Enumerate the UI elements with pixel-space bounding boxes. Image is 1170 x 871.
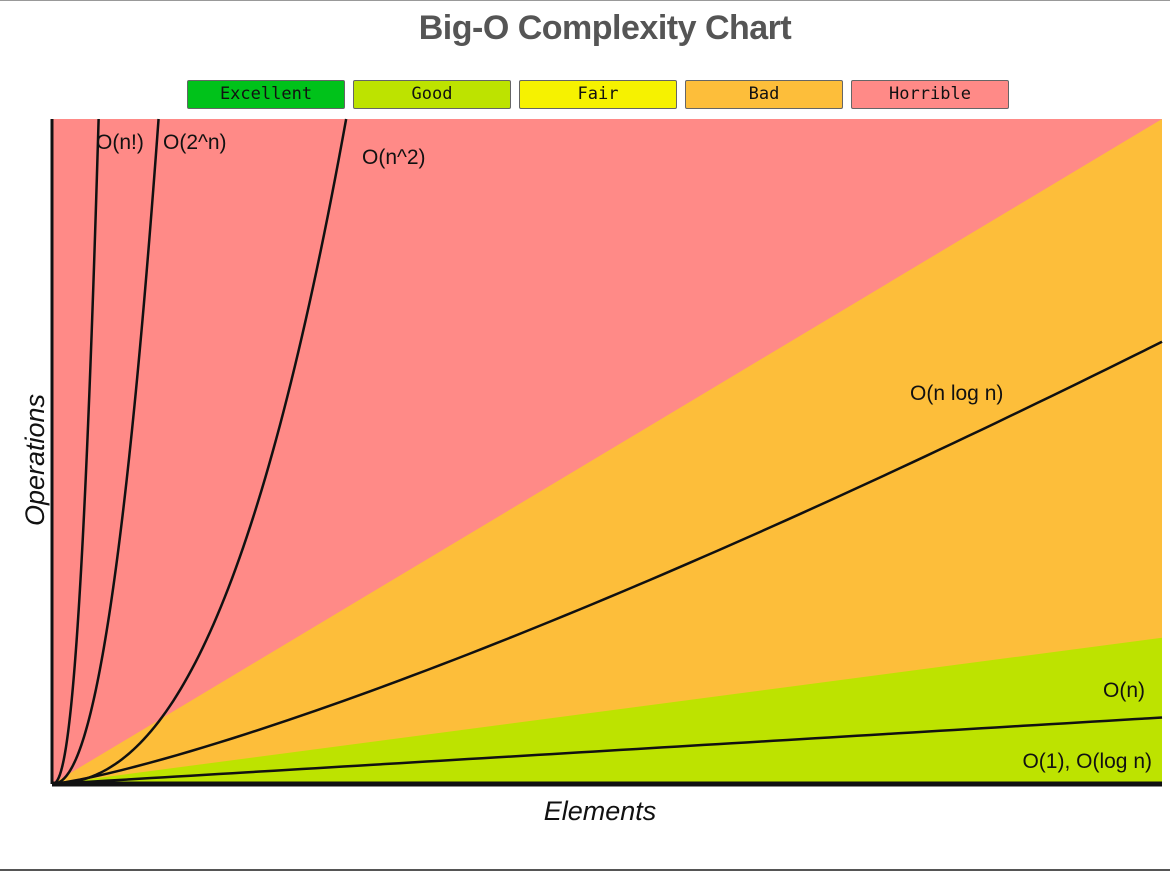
series-line-o-n-factorial: [51, 118, 100, 786]
series-label-o-1-log-n: O(1), O(log n): [1022, 750, 1152, 773]
series-line-o-n: [51, 716, 1163, 786]
series-line-o-2-pow-n: [51, 118, 160, 786]
series-label-o-n-log-n: O(n log n): [910, 382, 1003, 405]
x-axis-title: Elements: [543, 796, 657, 826]
chart-title: Big-O Complexity Chart: [418, 9, 792, 47]
legend-item-bad: Bad: [685, 80, 843, 109]
series-label-o-n: O(n): [1103, 679, 1145, 702]
series-label-o-2-pow-n: O(2^n): [163, 131, 227, 154]
legend-item-excellent: Excellent: [187, 80, 345, 109]
top-border: [0, 0, 1170, 1]
series-line-o-n-squared: [51, 118, 348, 786]
legend-item-horrible: Horrible: [851, 80, 1009, 109]
legend-item-fair: Fair: [519, 80, 677, 109]
bottom-border: [0, 869, 1170, 871]
series-label-o-n-factorial: O(n!): [96, 131, 144, 154]
series-label-o-n-squared: O(n^2): [362, 146, 426, 169]
region-good: [52, 637, 1162, 784]
series-line-o-n-log-n: [51, 340, 1163, 786]
legend-item-good: Good: [353, 80, 511, 109]
region-bad: [52, 119, 1162, 784]
y-axis-title: Operations: [20, 393, 50, 527]
